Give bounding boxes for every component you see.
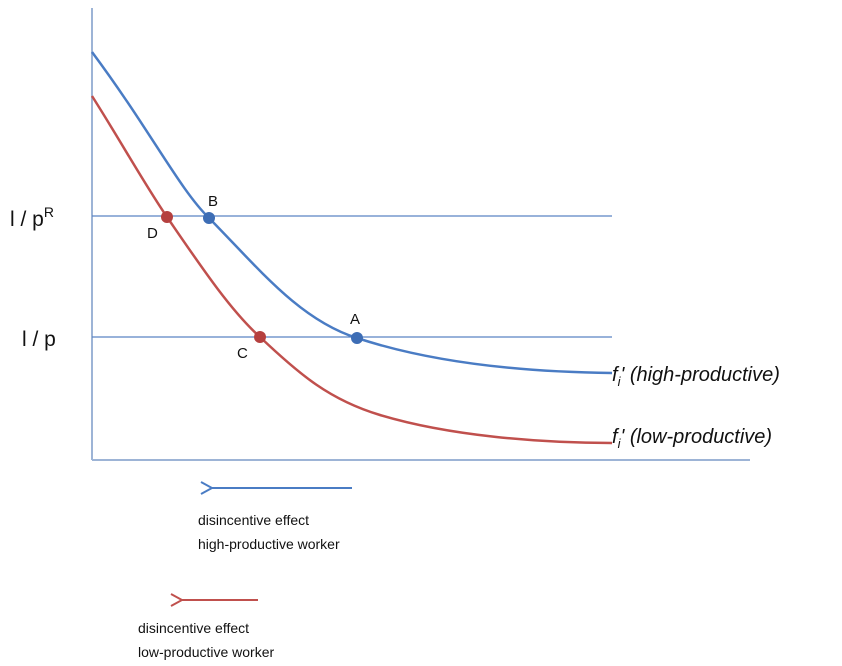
point-label: A [350, 311, 360, 328]
point [254, 331, 266, 343]
text-part: i [618, 436, 622, 451]
arrow-caption: disincentive effect [138, 620, 249, 636]
text-part: i [618, 374, 622, 389]
text-part: f [612, 426, 620, 448]
text-part: f [612, 364, 620, 386]
text-part: l / p [22, 328, 56, 351]
point-label: B [208, 193, 218, 210]
level-label: l / pR [10, 204, 54, 231]
text-part: ' (high-productive) [620, 364, 779, 386]
low-productive-curve [90, 95, 613, 445]
point [203, 212, 215, 224]
point [351, 332, 363, 344]
arrow-caption: low-productive worker [138, 644, 274, 660]
text-part: R [44, 204, 54, 220]
curve-label: fi' (low-productive) [612, 426, 772, 451]
text-part: ' (low-productive) [620, 426, 772, 448]
level-label: l / p [22, 328, 56, 351]
point-label: C [237, 345, 248, 362]
text-part: l / p [10, 208, 44, 231]
high-productive-curve [90, 51, 613, 375]
arrow-caption: disincentive effect [198, 512, 309, 528]
point-label: D [147, 225, 158, 242]
curve-label: fi' (high-productive) [612, 364, 780, 389]
point [161, 211, 173, 223]
arrow-caption: high-productive worker [198, 536, 340, 552]
